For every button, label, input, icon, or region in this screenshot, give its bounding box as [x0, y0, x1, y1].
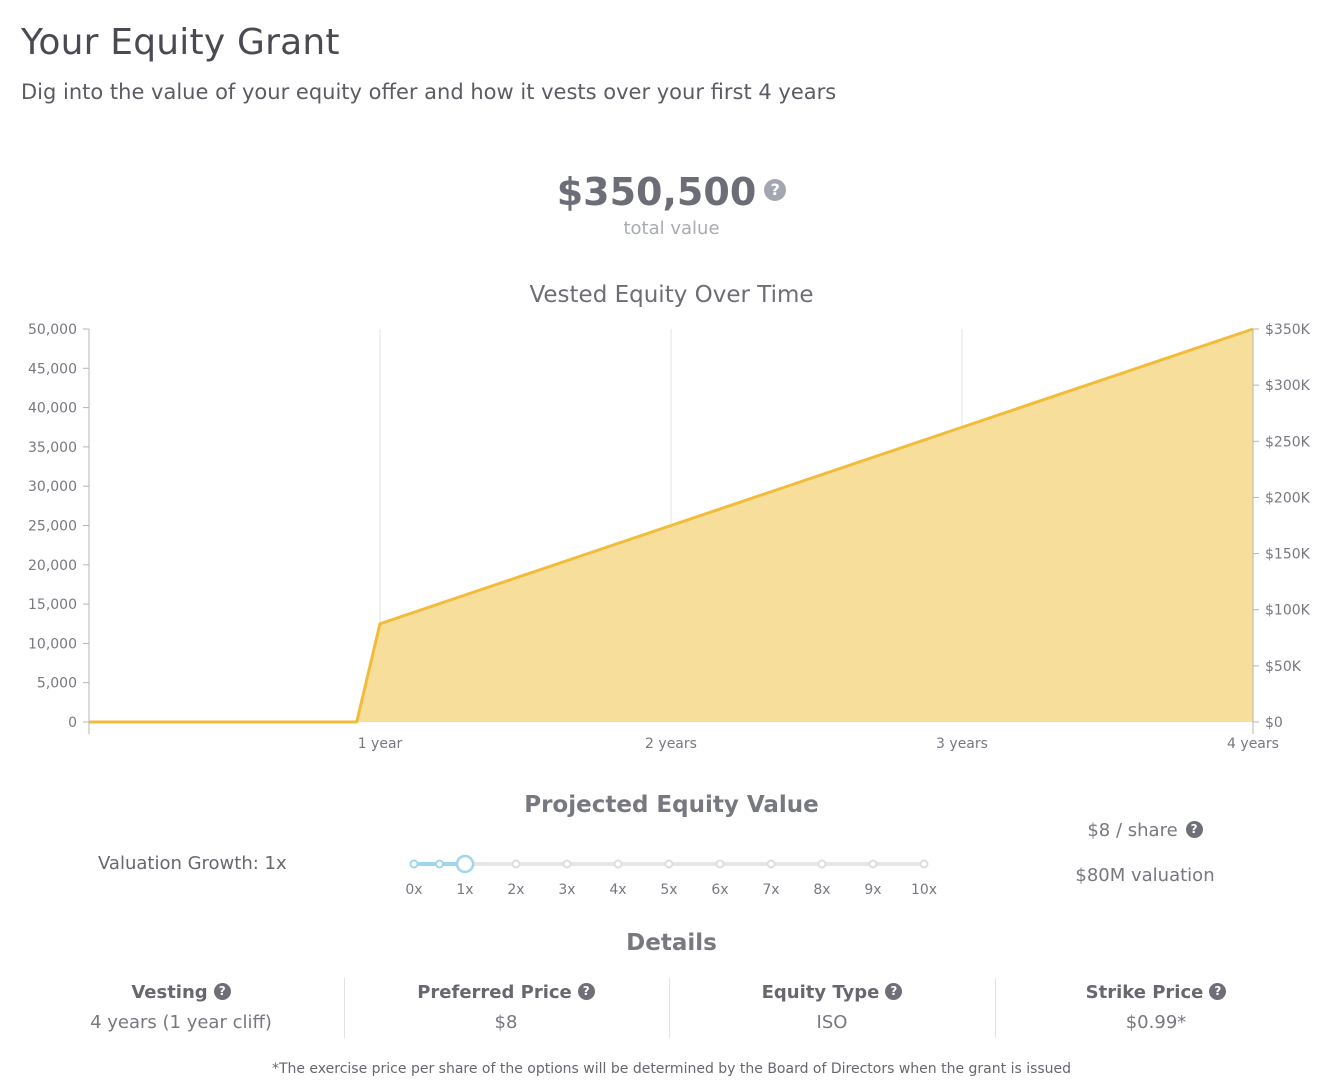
y-right-tick-label: $350K — [1265, 322, 1311, 338]
detail-label-text: Preferred Price — [417, 982, 572, 1003]
footnote: *The exercise price per share of the opt… — [271, 1061, 1072, 1077]
detail-label: Equity Type? — [692, 982, 972, 1003]
y-right-tick-label: $50K — [1265, 659, 1302, 675]
slider-dot[interactable] — [435, 859, 444, 869]
y-left-tick-label: 45,000 — [28, 361, 77, 377]
x-tick-label: 2 years — [645, 736, 697, 752]
detail-value: ISO — [816, 1012, 848, 1033]
divider — [669, 978, 670, 1038]
vested-line — [89, 327, 1254, 724]
slider-dot[interactable] — [919, 859, 929, 869]
slider-tick-label[interactable]: 10x — [910, 882, 938, 898]
total-value-label: total value — [623, 218, 720, 239]
y-left-tick-label: 10,000 — [28, 636, 77, 652]
slider-dot[interactable] — [613, 859, 623, 869]
total-value-block: $350,500? — [0, 170, 1343, 214]
question-circle-icon[interactable]: ? — [885, 982, 903, 1000]
slider-tick-label[interactable]: 7x — [762, 882, 780, 898]
slider-dot[interactable] — [409, 859, 419, 869]
divider — [995, 978, 996, 1038]
y-right-tick-label: $100K — [1265, 603, 1311, 619]
slider-tick-label[interactable]: 9x — [864, 882, 882, 898]
slider-tick-label[interactable]: 0x — [405, 882, 423, 898]
y-left-tick-label: 5,000 — [37, 676, 77, 692]
y-left-tick-label: 35,000 — [28, 440, 77, 456]
detail-label: Preferred Price? — [366, 982, 646, 1003]
slider-tick-label[interactable]: 4x — [609, 882, 627, 898]
y-left-tick-label: 50,000 — [28, 322, 77, 338]
x-tick-label: 4 years — [1227, 736, 1279, 752]
page-title: Your Equity Grant — [21, 22, 340, 63]
slider-tick-label[interactable]: 3x — [558, 882, 576, 898]
detail-vesting: Vesting? 4 years (1 year cliff) — [41, 982, 321, 1033]
detail-preferred-price: Preferred Price? $8 — [366, 982, 646, 1033]
question-circle-icon[interactable]: ? — [213, 982, 231, 1000]
y-left-tick-label: 15,000 — [28, 597, 77, 613]
x-tick-label: 1 year — [358, 736, 403, 752]
slider-dot[interactable] — [817, 859, 827, 869]
page-subtitle: Dig into the value of your equity offer … — [21, 80, 837, 104]
y-left-tick-label: 40,000 — [28, 401, 77, 417]
question-circle-icon[interactable]: ? — [1185, 820, 1203, 838]
projected-equity-title: Projected Equity Value — [524, 792, 819, 818]
detail-label: Vesting? — [41, 982, 321, 1003]
detail-value: 4 years (1 year cliff) — [90, 1012, 272, 1033]
detail-label: Strike Price? — [1016, 982, 1296, 1003]
y-right-tick-label: $150K — [1265, 547, 1311, 563]
slider-dot[interactable] — [664, 859, 674, 869]
chart-title: Vested Equity Over Time — [529, 282, 814, 308]
detail-equity-type: Equity Type? ISO — [692, 982, 972, 1033]
y-right-tick-label: $250K — [1265, 434, 1311, 450]
y-left-tick-label: 20,000 — [28, 558, 77, 574]
valuation-value: $80M valuation — [1075, 865, 1215, 886]
slider-tick-label[interactable]: 8x — [813, 882, 831, 898]
divider — [344, 978, 345, 1038]
question-circle-icon[interactable]: ? — [764, 179, 787, 201]
total-value: $350,500 — [556, 170, 757, 214]
question-circle-icon[interactable]: ? — [577, 982, 595, 1000]
slider-dot[interactable] — [715, 859, 725, 869]
y-left-tick-label: 30,000 — [28, 479, 77, 495]
slider-tick-label[interactable]: 1x — [456, 882, 474, 898]
valuation-growth-label: Valuation Growth: 1x — [98, 853, 287, 874]
vested-equity-chart: 0 5,000 10,000 15,000 20,000 25,000 30,000 35,0… — [28, 322, 1311, 752]
valuation-growth-slider[interactable]: 0x 1x 2x 3x 4x 5x 6x 7x 8x 9x 10x — [400, 850, 950, 900]
x-tick-label: 3 years — [936, 736, 988, 752]
y-right-tick-label: $0 — [1265, 715, 1283, 731]
detail-strike-price: Strike Price? $0.99* — [1016, 982, 1296, 1033]
slider-dot[interactable] — [562, 859, 572, 869]
y-right-tick-label: $300K — [1265, 378, 1311, 394]
slider-dot[interactable] — [766, 859, 776, 869]
question-circle-icon[interactable]: ? — [1209, 982, 1227, 1000]
slider-tick-label[interactable]: 2x — [507, 882, 525, 898]
slider-handle[interactable] — [455, 854, 475, 874]
detail-label-text: Vesting — [131, 982, 208, 1003]
detail-label-text: Strike Price — [1085, 982, 1204, 1003]
per-share-text: $8 / share — [1087, 820, 1178, 841]
y-right-tick-label: $200K — [1265, 490, 1311, 506]
slider-track[interactable] — [400, 850, 950, 880]
detail-label-text: Equity Type — [761, 982, 880, 1003]
details-title: Details — [626, 930, 717, 956]
y-left-tick-label: 0 — [68, 715, 77, 731]
detail-value: $0.99* — [1125, 1012, 1187, 1033]
per-share-value: $8 / share? — [1060, 820, 1230, 841]
slider-dot[interactable] — [511, 859, 521, 869]
y-left-tick-label: 25,000 — [28, 519, 77, 535]
detail-value: $8 — [494, 1012, 518, 1033]
slider-tick-label[interactable]: 6x — [711, 882, 729, 898]
slider-tick-label[interactable]: 5x — [660, 882, 678, 898]
slider-dot[interactable] — [868, 859, 878, 869]
